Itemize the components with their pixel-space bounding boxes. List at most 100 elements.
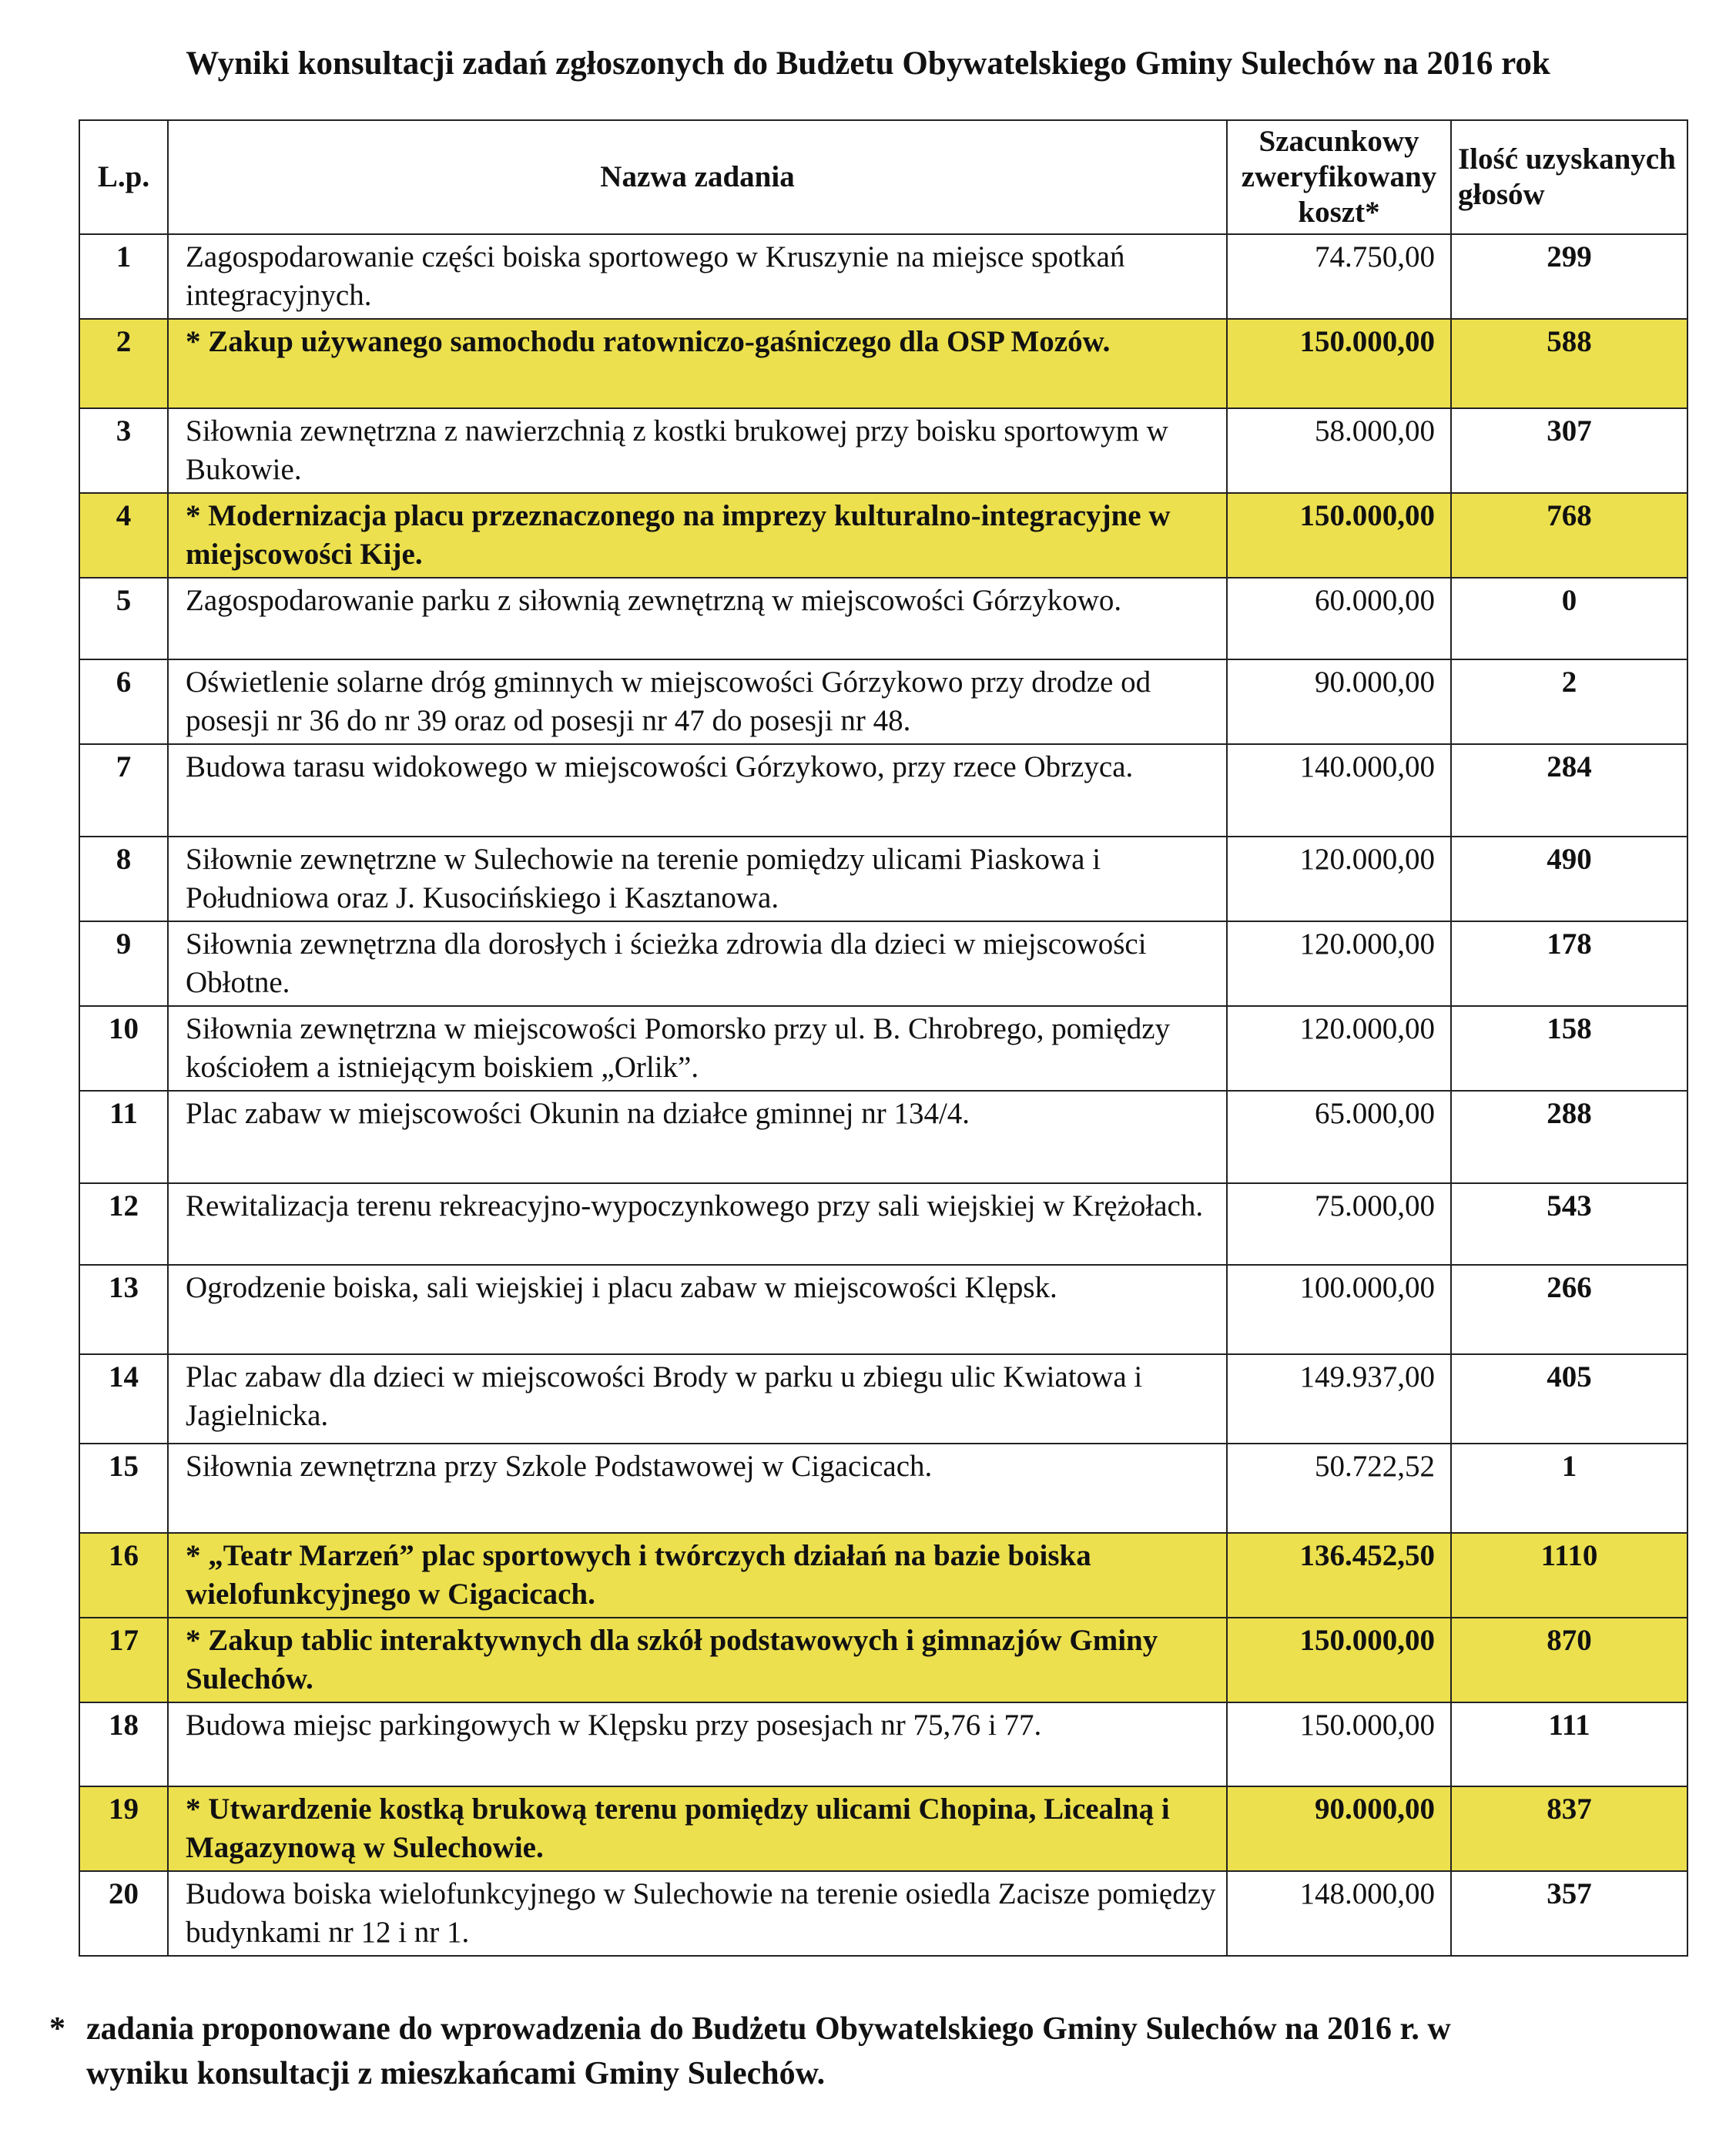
row-votes: 837 xyxy=(1450,1786,1688,1872)
document-title: Wyniki konsultacji zadań zgłoszonych do … xyxy=(186,45,1550,82)
row-votes: 405 xyxy=(1450,1353,1688,1444)
row-lp: 1 xyxy=(79,233,169,320)
row-task-name: * Zakup używanego samochodu ratowniczo-g… xyxy=(167,318,1228,409)
row-task-name: * Utwardzenie kostką brukową terenu pomi… xyxy=(167,1786,1228,1872)
row-votes: 178 xyxy=(1450,921,1688,1007)
row-cost: 148.000,00 xyxy=(1226,1870,1452,1957)
row-task-name: Rewitalizacja terenu rekreacyjno-wypoczy… xyxy=(167,1182,1228,1266)
row-votes: 266 xyxy=(1450,1264,1688,1355)
row-lp: 6 xyxy=(79,659,169,745)
table-row: 1 Zagospodarowanie części boiska sportowe… xyxy=(79,233,1688,320)
row-lp: 11 xyxy=(79,1090,169,1184)
row-lp: 7 xyxy=(79,743,169,837)
footnote-text: zadania proponowane do wprowadzenia do B… xyxy=(86,2011,1451,2091)
row-lp: 17 xyxy=(79,1617,169,1703)
row-cost: 120.000,00 xyxy=(1226,836,1452,922)
row-lp: 13 xyxy=(79,1264,169,1355)
row-task-name: Siłownia zewnętrzna dla dorosłych i ście… xyxy=(167,921,1228,1007)
table-row: 14 Plac zabaw dla dzieci w miejscowości B… xyxy=(79,1353,1688,1444)
row-cost: 150.000,00 xyxy=(1226,492,1452,579)
row-cost: 60.000,00 xyxy=(1226,577,1452,660)
header-task-name: Nazwa zadania xyxy=(167,119,1228,235)
row-votes: 768 xyxy=(1450,492,1688,579)
row-votes: 543 xyxy=(1450,1182,1688,1266)
row-task-name: Budowa tarasu widokowego w miejscowości … xyxy=(167,743,1228,837)
row-cost: 149.937,00 xyxy=(1226,1353,1452,1444)
row-cost: 50.722,52 xyxy=(1226,1443,1452,1534)
row-cost: 136.452,50 xyxy=(1226,1532,1452,1618)
row-cost: 120.000,00 xyxy=(1226,1005,1452,1092)
row-lp: 5 xyxy=(79,577,169,660)
row-votes: 288 xyxy=(1450,1090,1688,1184)
table-row: 10 Siłownia zewnętrzna w miejscowości Pom… xyxy=(79,1005,1688,1092)
row-task-name: Ogrodzenie boiska, sali wiejskiej i plac… xyxy=(167,1264,1228,1355)
row-cost: 90.000,00 xyxy=(1226,659,1452,745)
row-cost: 150.000,00 xyxy=(1226,1617,1452,1703)
footnote: * zadania proponowane do wprowadzenia do… xyxy=(49,2007,1550,2096)
row-votes: 870 xyxy=(1450,1617,1688,1703)
table-row: 18 Budowa miejsc parkingowych w Klępsku p… xyxy=(79,1702,1688,1787)
row-lp: 20 xyxy=(79,1870,169,1957)
row-lp: 15 xyxy=(79,1443,169,1534)
table-row: 16 * „Teatr Marzeń” plac sportowych i twó… xyxy=(79,1532,1688,1618)
row-lp: 3 xyxy=(79,407,169,494)
row-task-name: Plac zabaw dla dzieci w miejscowości Bro… xyxy=(167,1353,1228,1444)
table-row: 15 Siłownia zewnętrzna przy Szkole Podsta… xyxy=(79,1443,1688,1534)
row-cost: 74.750,00 xyxy=(1226,233,1452,320)
row-lp: 8 xyxy=(79,836,169,922)
row-votes: 0 xyxy=(1450,577,1688,660)
row-votes: 299 xyxy=(1450,233,1688,320)
table-header-row: L.p. Nazwa zadania Szacunkowy zweryfikow… xyxy=(79,119,1688,235)
row-votes: 1110 xyxy=(1450,1532,1688,1618)
table-row: 9 Siłownia zewnętrzna dla dorosłych i ści… xyxy=(79,921,1688,1007)
row-cost: 120.000,00 xyxy=(1226,921,1452,1007)
row-task-name: * „Teatr Marzeń” plac sportowych i twórc… xyxy=(167,1532,1228,1618)
row-task-name: Siłownia zewnętrzna w miejscowości Pomor… xyxy=(167,1005,1228,1092)
row-task-name: Budowa boiska wielofunkcyjnego w Sulecho… xyxy=(167,1870,1228,1957)
table-row: 17 * Zakup tablic interaktywnych dla szkó… xyxy=(79,1617,1688,1703)
row-task-name: Zagospodarowanie części boiska sportoweg… xyxy=(167,233,1228,320)
row-votes: 588 xyxy=(1450,318,1688,409)
row-votes: 307 xyxy=(1450,407,1688,494)
footnote-marker: * xyxy=(49,2011,65,2047)
row-lp: 10 xyxy=(79,1005,169,1092)
row-lp: 14 xyxy=(79,1353,169,1444)
table-row: 3 Siłownia zewnętrzna z nawierzchnią z ko… xyxy=(79,407,1688,494)
table-row: 4 * Modernizacja placu przeznaczonego na … xyxy=(79,492,1688,579)
row-cost: 65.000,00 xyxy=(1226,1090,1452,1184)
row-lp: 18 xyxy=(79,1702,169,1787)
header-lp: L.p. xyxy=(79,119,169,235)
row-cost: 100.000,00 xyxy=(1226,1264,1452,1355)
row-cost: 150.000,00 xyxy=(1226,1702,1452,1787)
row-lp: 4 xyxy=(79,492,169,579)
table-row: 8 Siłownie zewnętrzne w Sulechowie na ter… xyxy=(79,836,1688,922)
table-row: 11 Plac zabaw w miejscowości Okunin na dz… xyxy=(79,1090,1688,1184)
table-row: 5 Zagospodarowanie parku z siłownią zewnę… xyxy=(79,577,1688,660)
row-votes: 158 xyxy=(1450,1005,1688,1092)
row-lp: 9 xyxy=(79,921,169,1007)
table-row: 2 * Zakup używanego samochodu ratowniczo-… xyxy=(79,318,1688,409)
row-task-name: * Zakup tablic interaktywnych dla szkół … xyxy=(167,1617,1228,1703)
row-lp: 2 xyxy=(79,318,169,409)
row-task-name: Siłownia zewnętrzna przy Szkole Podstawo… xyxy=(167,1443,1228,1534)
row-votes: 1 xyxy=(1450,1443,1688,1534)
row-task-name: Zagospodarowanie parku z siłownią zewnęt… xyxy=(167,577,1228,660)
row-votes: 284 xyxy=(1450,743,1688,837)
row-lp: 16 xyxy=(79,1532,169,1618)
table-row: 19 * Utwardzenie kostką brukową terenu po… xyxy=(79,1786,1688,1872)
row-cost: 90.000,00 xyxy=(1226,1786,1452,1872)
row-task-name: Siłownie zewnętrzne w Sulechowie na tere… xyxy=(167,836,1228,922)
row-task-name: Budowa miejsc parkingowych w Klępsku prz… xyxy=(167,1702,1228,1787)
row-lp: 12 xyxy=(79,1182,169,1266)
row-votes: 2 xyxy=(1450,659,1688,745)
row-cost: 140.000,00 xyxy=(1226,743,1452,837)
row-task-name: * Modernizacja placu przeznaczonego na i… xyxy=(167,492,1228,579)
row-lp: 19 xyxy=(79,1786,169,1872)
row-task-name: Oświetlenie solarne dróg gminnych w miej… xyxy=(167,659,1228,745)
table-row: 12 Rewitalizacja terenu rekreacyjno-wypoc… xyxy=(79,1182,1688,1266)
row-cost: 58.000,00 xyxy=(1226,407,1452,494)
row-votes: 357 xyxy=(1450,1870,1688,1957)
row-votes: 111 xyxy=(1450,1702,1688,1787)
results-table: L.p. Nazwa zadania Szacunkowy zweryfikow… xyxy=(79,119,1688,1957)
table-row: 13 Ogrodzenie boiska, sali wiejskiej i pl… xyxy=(79,1264,1688,1355)
